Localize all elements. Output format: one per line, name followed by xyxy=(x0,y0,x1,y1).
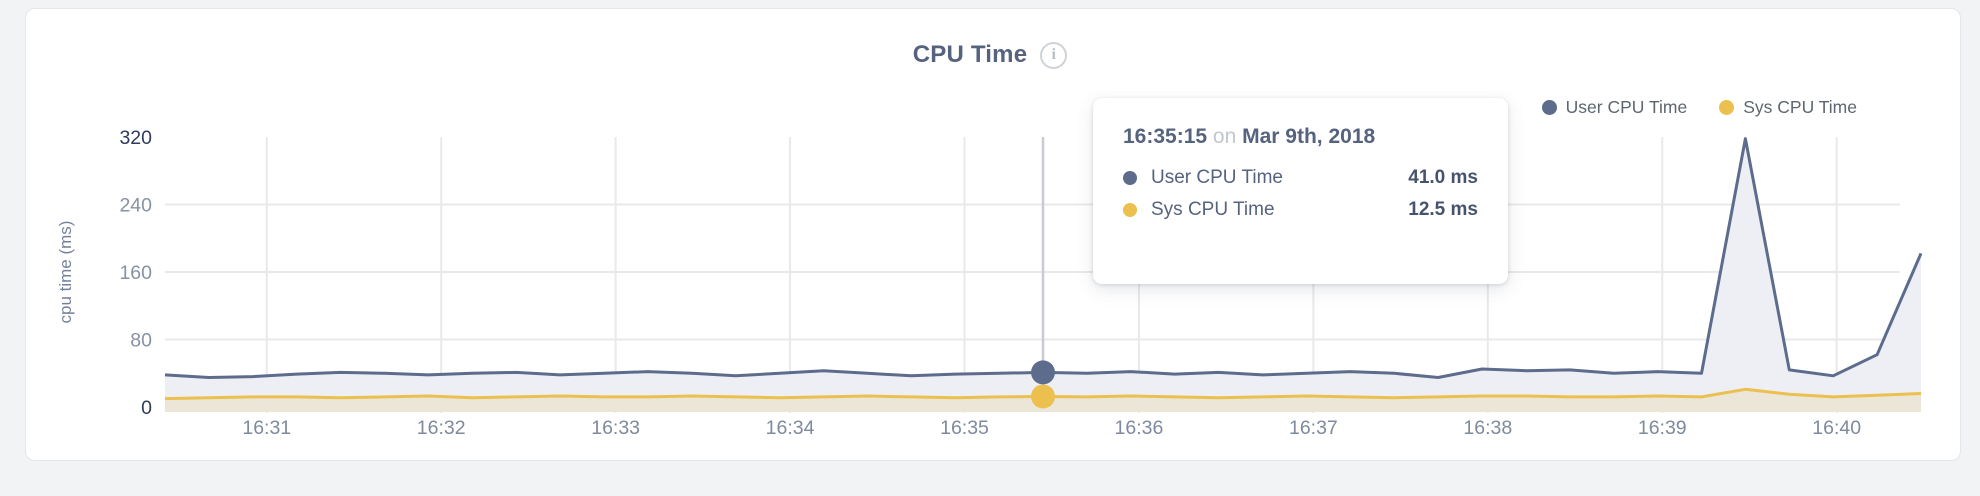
tooltip-series-label: Sys CPU Time xyxy=(1151,199,1275,220)
tooltip-date: Mar 9th, 2018 xyxy=(1242,125,1376,148)
x-tick-label: 16:34 xyxy=(766,417,815,439)
legend-item-sys-cpu-time[interactable]: Sys CPU Time xyxy=(1719,97,1857,118)
y-tick-label: 80 xyxy=(130,330,152,352)
legend-dot-icon xyxy=(1541,99,1557,115)
y-tick-label: 240 xyxy=(119,195,152,217)
tooltip-series-label: User CPU Time xyxy=(1151,167,1283,188)
area-fill xyxy=(165,138,1921,412)
legend-item-user-cpu-time[interactable]: User CPU Time xyxy=(1541,96,1688,118)
x-tick-label: 16:31 xyxy=(242,417,291,439)
tooltip-series-value: 41.0 ms xyxy=(1408,167,1478,188)
x-tick-label: 16:38 xyxy=(1463,417,1512,439)
y-axis-label: cpu time (ms) xyxy=(56,220,75,324)
tooltip-row: Sys CPU Time 12.5 ms xyxy=(1123,194,1478,226)
legend-item-label: Sys CPU Time xyxy=(1743,96,1857,117)
x-tick-label: 16:40 xyxy=(1812,417,1861,439)
x-tick-label: 16:36 xyxy=(1115,417,1164,439)
tooltip-header: 16:35:15 on Mar 9th, 2018 xyxy=(1123,125,1478,149)
x-tick-label: 16:33 xyxy=(591,417,640,439)
info-icon[interactable]: i xyxy=(1040,41,1068,69)
legend: User CPU Time Sys CPU Time xyxy=(1541,96,1857,118)
y-tick-label: 0 xyxy=(141,397,152,419)
x-tick-label: 16:39 xyxy=(1638,417,1687,439)
legend-dot-icon xyxy=(1719,99,1735,115)
series-dot-icon xyxy=(1123,203,1137,217)
series-dot-icon xyxy=(1123,171,1137,185)
highlight-dot xyxy=(1031,360,1055,385)
tooltip-time: 16:35:15 xyxy=(1123,125,1208,148)
y-tick-label: 320 xyxy=(119,127,152,149)
y-tick-label: 160 xyxy=(119,262,152,284)
tooltip-series-value: 12.5 ms xyxy=(1408,199,1478,220)
chart-title: CPU Time xyxy=(912,41,1028,68)
chart-header: CPU Time i xyxy=(0,40,1980,70)
x-tick-label: 16:37 xyxy=(1289,417,1338,439)
x-tick-label: 16:35 xyxy=(940,417,989,439)
chart-tooltip: 16:35:15 on Mar 9th, 2018 User CPU Time 4… xyxy=(1093,98,1508,284)
highlight-dot xyxy=(1031,384,1055,409)
x-tick-label: 16:32 xyxy=(417,417,466,439)
legend-item-label: User CPU Time xyxy=(1565,96,1688,117)
tooltip-conjunction: on xyxy=(1212,125,1237,148)
tooltip-row: User CPU Time 41.0 ms xyxy=(1123,162,1478,194)
